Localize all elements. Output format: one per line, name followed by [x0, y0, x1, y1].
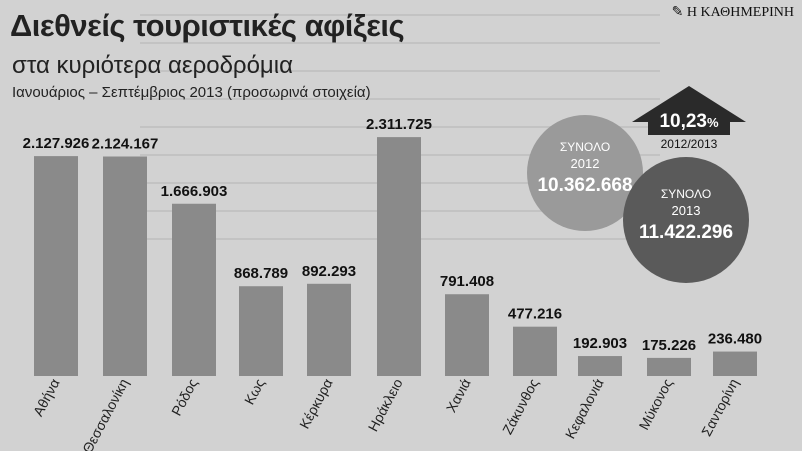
- category-label-10: Σαντορίνη: [698, 376, 742, 439]
- bar-3: [239, 286, 283, 376]
- bar-0: [34, 156, 78, 376]
- total-value-0: 10.362.668: [537, 175, 632, 196]
- chart-title: Διεθνείς τουριστικές αφίξεις: [10, 8, 405, 43]
- data-label-7: 477.216: [508, 306, 562, 323]
- total-year-0: 2012: [571, 156, 600, 171]
- bar-7: [513, 326, 557, 376]
- total-circle-1: [623, 157, 749, 283]
- total-value-1: 11.422.296: [639, 222, 733, 243]
- up-arrow-icon: [632, 86, 746, 135]
- chart-note: Ιανουάριος – Σεπτέμβριος 2013 (προσωρινά…: [12, 84, 371, 101]
- total-year-1: 2013: [672, 203, 701, 218]
- category-label-5: Ηράκλειο: [365, 376, 406, 434]
- data-label-5: 2.311.725: [366, 116, 432, 133]
- data-label-1: 2.124.167: [92, 136, 159, 153]
- quill-icon: ✎: [671, 5, 687, 20]
- category-label-0: Αθήνα: [30, 376, 63, 419]
- bar-9: [647, 357, 691, 376]
- bar-6: [445, 294, 489, 376]
- chart-subtitle: στα κυριότερα αεροδρόμια: [12, 52, 293, 79]
- bar-1: [103, 156, 147, 376]
- total-label-1: ΣΥΝΟΛΟ: [661, 187, 711, 201]
- data-label-3: 868.789: [234, 265, 288, 282]
- total-label-0: ΣΥΝΟΛΟ: [560, 140, 610, 154]
- category-label-3: Κως: [241, 376, 268, 407]
- data-label-6: 791.408: [440, 273, 494, 290]
- data-label-10: 236.480: [708, 331, 762, 348]
- bar-8: [578, 356, 622, 376]
- brand-name: Η ΚΑΘΗΜΕΡΙΝΗ: [686, 5, 794, 20]
- change-value: 10,23%: [659, 111, 719, 132]
- data-label-0: 2.127.926: [23, 135, 90, 152]
- data-label-2: 1.666.903: [161, 183, 228, 200]
- data-label-9: 175.226: [642, 337, 696, 354]
- brand: ✎ Η ΚΑΘΗΜΕΡΙΝΗ: [672, 4, 794, 21]
- category-label-2: Ρόδος: [168, 376, 201, 419]
- bar-10: [713, 351, 757, 376]
- bar-2: [172, 203, 216, 376]
- category-label-6: Χανιά: [443, 376, 474, 415]
- bar-4: [307, 283, 351, 376]
- data-label-8: 192.903: [573, 335, 627, 352]
- change-period: 2012/2013: [661, 137, 718, 151]
- data-label-4: 892.293: [302, 263, 356, 280]
- category-label-4: Κέρκυρα: [296, 376, 336, 431]
- category-label-7: Ζάκυνθος: [499, 376, 542, 437]
- category-label-8: Κεφαλονιά: [562, 376, 607, 441]
- category-label-1: Θεσσαλονίκη: [79, 376, 132, 451]
- total-circle-0: [527, 115, 643, 231]
- bar-5: [377, 137, 421, 376]
- category-label-9: Μύκονος: [635, 376, 675, 433]
